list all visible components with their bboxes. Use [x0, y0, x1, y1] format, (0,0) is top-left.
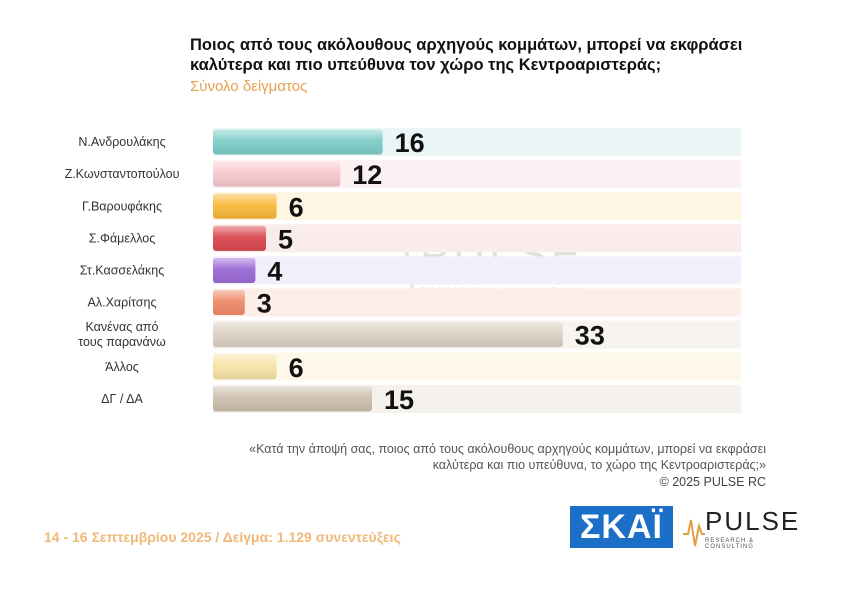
bar-gloss	[213, 386, 372, 412]
value-label: 33	[575, 321, 605, 351]
row-background	[213, 256, 741, 285]
category-label: Ζ.Κωνσταντοπούλου	[65, 167, 180, 181]
footnote-copyright: © 2025 PULSE RC	[659, 475, 766, 489]
pulse-logo: PULSE RESEARCH & CONSULTING	[683, 506, 801, 550]
row-background	[213, 288, 741, 317]
value-label: 12	[352, 160, 382, 190]
value-label: 3	[257, 289, 272, 319]
bar-gloss	[213, 257, 256, 283]
value-label: 15	[384, 385, 414, 415]
value-label: 6	[289, 192, 304, 222]
footer-dates-sample: 14 - 16 Σεπτεμβρίου 2025 / Δείγμα: 1.129…	[44, 529, 401, 545]
bar-chart: 16 Ν.Ανδρουλάκης 12 Ζ.Κωνσταντοπούλου 6 Γ.Βαρ…	[65, 128, 741, 415]
value-label: 6	[289, 353, 304, 383]
chart-title: Ποιος από τους ακόλουθους αρχηγούς κομμά…	[190, 36, 743, 74]
skai-logo: ΣΚΑΪ	[570, 506, 673, 548]
bar-gloss	[213, 129, 383, 155]
row-background	[213, 352, 741, 381]
category-label: Ν.Ανδρουλάκης	[78, 135, 165, 149]
category-label: Κανένας από τους παρανάνω	[78, 320, 166, 349]
pulse-logo-wave-icon	[683, 519, 705, 547]
chart-subtitle: Σύνολο δείγματος	[190, 78, 308, 95]
category-label: Άλλος	[105, 360, 139, 374]
bar-gloss	[213, 354, 277, 380]
category-label: Σ.Φάμελλος	[89, 231, 155, 245]
bar-gloss	[213, 161, 341, 187]
row-background	[213, 192, 741, 221]
bar-gloss	[213, 322, 563, 348]
bar-gloss	[213, 290, 245, 316]
category-label: Αλ.Χαρίτσης	[88, 296, 157, 310]
pulse-logo-subtitle: RESEARCH & CONSULTING	[705, 538, 755, 550]
bar-gloss	[213, 225, 266, 251]
category-label: ΔΓ / ΔΑ	[101, 392, 143, 406]
category-label: Στ.Κασσελάκης	[80, 263, 164, 277]
bar-gloss	[213, 193, 277, 219]
value-label: 16	[395, 128, 425, 158]
footnote-question: «Κατά την άποψή σας, ποιος από τους ακόλ…	[249, 442, 766, 472]
pulse-logo-name: PULSE	[705, 506, 801, 536]
value-label: 4	[267, 256, 282, 286]
category-label: Γ.Βαρουφάκης	[82, 199, 162, 213]
row-background	[213, 224, 741, 253]
value-label: 5	[278, 224, 293, 254]
